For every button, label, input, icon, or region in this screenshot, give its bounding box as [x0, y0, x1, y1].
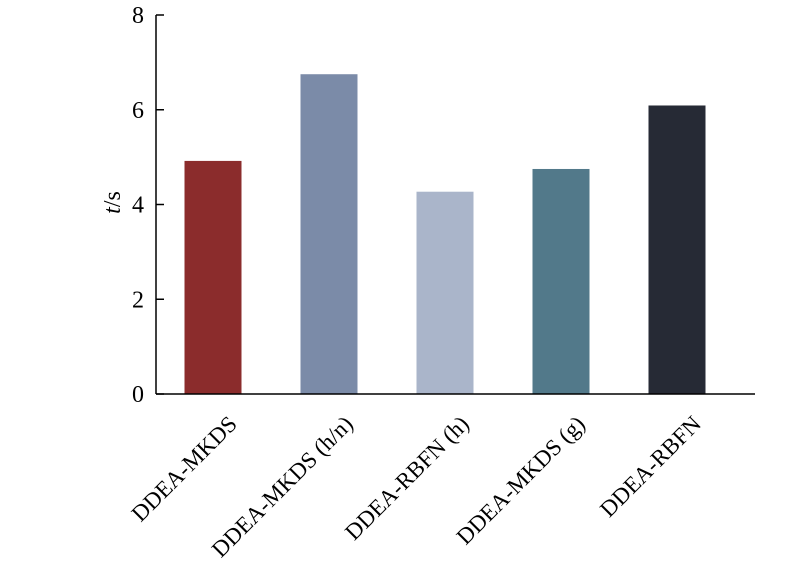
- y-axis-title-unit: /s: [100, 191, 126, 207]
- bar-4: [532, 168, 590, 394]
- y-tick-label: 6: [132, 98, 144, 124]
- bar-2: [300, 74, 358, 394]
- y-tick-label: 4: [132, 193, 144, 219]
- bars-group: [184, 74, 706, 394]
- y-axis-title-symbol: t: [100, 206, 126, 214]
- x-category-label: DDEA-MKDS: [127, 411, 242, 526]
- bar-3: [416, 191, 474, 394]
- bar-5: [648, 105, 706, 394]
- y-axis-title: t/s: [100, 191, 126, 214]
- y-ticks-group: 0 2 4 6 8: [132, 3, 164, 408]
- x-category-label: DDEA-RBFN: [595, 411, 706, 522]
- y-tick-label: 0: [132, 382, 144, 408]
- x-category-label: DDEA-RBFN (h): [340, 411, 474, 545]
- y-tick-label: 2: [132, 287, 144, 313]
- bar-1: [184, 160, 242, 394]
- y-tick-label: 8: [132, 3, 144, 29]
- x-category-label: DDEA-MKDS (g): [452, 411, 590, 549]
